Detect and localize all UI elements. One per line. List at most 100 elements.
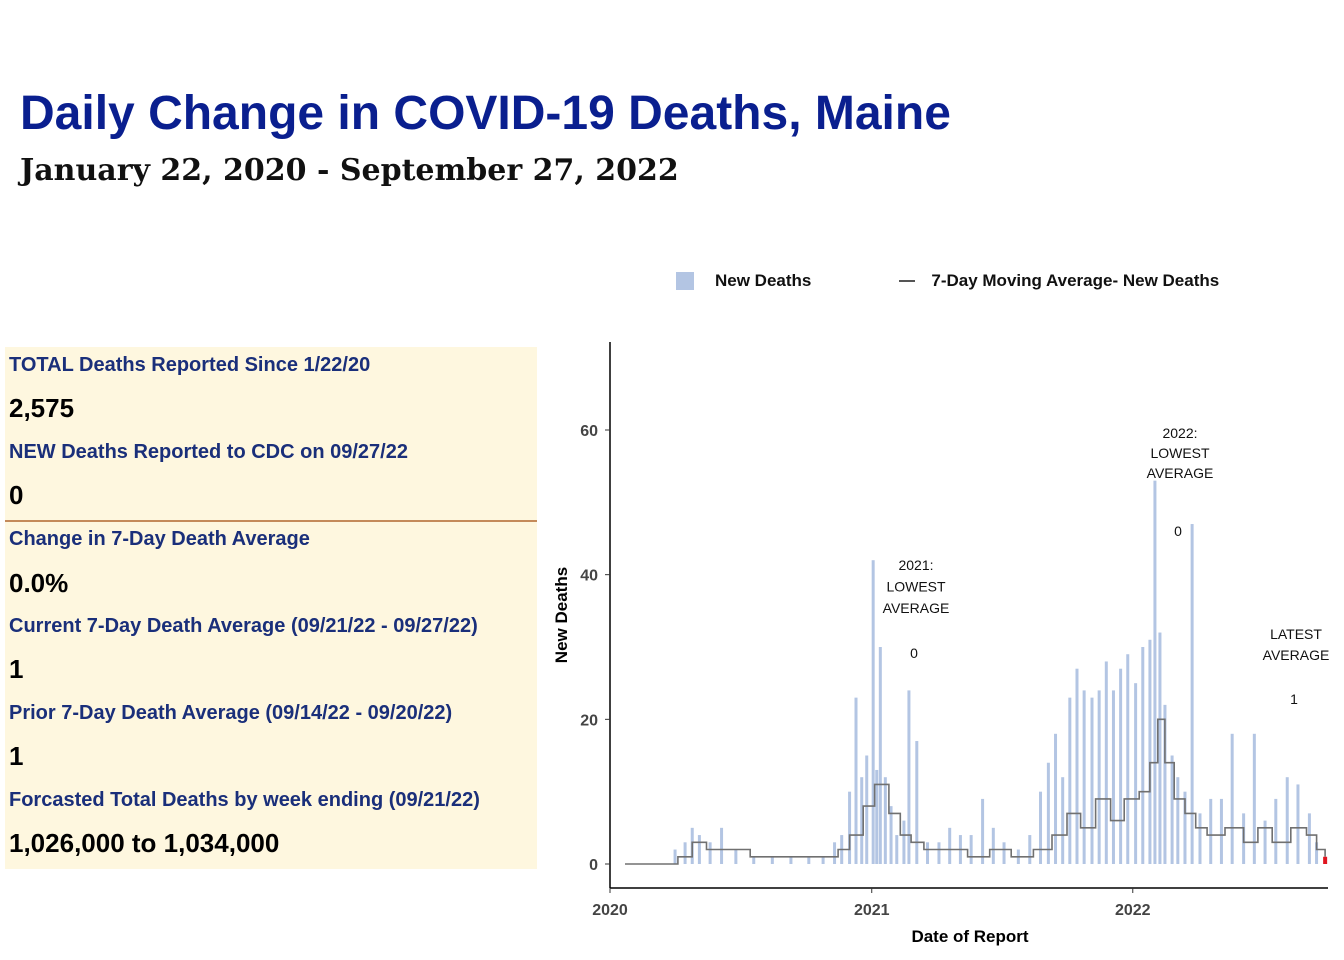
bar-new-deaths bbox=[1148, 639, 1152, 864]
bar-new-deaths bbox=[673, 849, 677, 864]
annotation-text: LATEST bbox=[1270, 626, 1322, 642]
legend-label-new-deaths: New Deaths bbox=[715, 271, 812, 290]
x-tick-label: 2022 bbox=[1115, 902, 1151, 919]
line-moving-average bbox=[625, 718, 1326, 865]
bar-new-deaths bbox=[697, 835, 701, 864]
bar-new-deaths bbox=[902, 820, 906, 864]
bar-new-deaths bbox=[1209, 798, 1213, 864]
page-title: Daily Change in COVID-19 Deaths, Maine bbox=[20, 87, 951, 140]
bar-new-deaths bbox=[1252, 733, 1256, 864]
bar-new-deaths bbox=[1090, 697, 1094, 864]
prior-avg-label: Prior 7-Day Death Average (09/14/22 - 09… bbox=[9, 702, 453, 724]
annotation-text: LOWEST bbox=[1150, 445, 1210, 461]
bar-new-deaths bbox=[1104, 661, 1108, 864]
bar-new-deaths bbox=[1263, 820, 1267, 864]
new-deaths-value: 0 bbox=[9, 480, 24, 510]
bar-new-deaths bbox=[1002, 842, 1006, 864]
summary-panel: TOTAL Deaths Reported Since 1/22/20 2,57… bbox=[5, 347, 537, 869]
bar-new-deaths bbox=[883, 777, 887, 864]
bar-new-deaths bbox=[860, 777, 864, 864]
bar-new-deaths bbox=[1219, 798, 1223, 864]
bar-new-deaths bbox=[907, 690, 911, 864]
forecast-value: 1,026,000 to 1,034,000 bbox=[9, 828, 280, 858]
bar-new-deaths bbox=[991, 827, 995, 864]
bar-new-deaths bbox=[1176, 777, 1180, 864]
y-axis-label: New Deaths bbox=[552, 567, 571, 663]
bar-new-deaths bbox=[1039, 791, 1043, 864]
bar-new-deaths bbox=[1158, 632, 1162, 864]
y-tick-label: 20 bbox=[580, 712, 598, 729]
bar-new-deaths bbox=[865, 755, 869, 864]
x-tick-label: 2020 bbox=[592, 902, 628, 919]
chart-legend: New Deaths 7-Day Moving Average- New Dea… bbox=[676, 266, 1219, 296]
y-tick-label: 0 bbox=[589, 857, 598, 874]
annotation-value: 1 bbox=[1290, 691, 1298, 707]
bar-new-deaths bbox=[1075, 668, 1079, 864]
y-tick-label: 60 bbox=[580, 423, 598, 440]
prior-avg-value: 1 bbox=[9, 741, 24, 771]
bar-new-deaths bbox=[969, 835, 973, 864]
annotation-text: 2022: bbox=[1162, 425, 1197, 441]
bar-new-deaths bbox=[875, 769, 879, 864]
bar-new-deaths bbox=[895, 835, 899, 864]
legend-swatch-new-deaths bbox=[676, 272, 694, 290]
bar-new-deaths bbox=[1296, 784, 1300, 864]
bar-new-deaths bbox=[734, 849, 738, 864]
bar-new-deaths bbox=[1068, 697, 1072, 864]
bar-new-deaths bbox=[1315, 842, 1319, 864]
bar-new-deaths bbox=[1307, 813, 1311, 864]
bar-new-deaths bbox=[1190, 524, 1194, 864]
panel-divider bbox=[5, 520, 537, 522]
total-deaths-label: TOTAL Deaths Reported Since 1/22/20 bbox=[9, 354, 371, 376]
bar-new-deaths bbox=[1170, 755, 1174, 864]
bar-new-deaths bbox=[878, 647, 882, 864]
bar-new-deaths bbox=[848, 791, 852, 864]
bar-new-deaths bbox=[1183, 791, 1187, 864]
legend-label-moving-average: 7-Day Moving Average- New Deaths bbox=[931, 271, 1220, 290]
bar-new-deaths bbox=[821, 856, 825, 864]
bar-new-deaths bbox=[889, 806, 893, 864]
bar-new-deaths bbox=[720, 827, 724, 864]
annotation-value: 0 bbox=[1174, 523, 1182, 539]
bar-new-deaths bbox=[854, 697, 858, 864]
bar-new-deaths bbox=[1198, 813, 1202, 864]
bar-new-deaths bbox=[937, 842, 941, 864]
bar-new-deaths bbox=[1274, 798, 1278, 864]
x-axis-label: Date of Report bbox=[911, 927, 1028, 946]
bar-new-deaths bbox=[1046, 762, 1050, 864]
bar-new-deaths bbox=[708, 842, 712, 864]
annotation-text: AVERAGE bbox=[883, 600, 950, 616]
bar-new-deaths bbox=[915, 741, 919, 864]
bar-new-deaths bbox=[1230, 733, 1234, 864]
legend-swatch-moving-average bbox=[899, 280, 916, 282]
forecast-label: Forcasted Total Deaths by week ending (0… bbox=[9, 789, 480, 811]
page-subtitle: January 22, 2020 - September 27, 2022 bbox=[20, 153, 679, 188]
bar-new-deaths bbox=[789, 856, 793, 864]
x-tick-label: 2021 bbox=[854, 902, 890, 919]
bar-new-deaths bbox=[807, 856, 811, 864]
bar-new-deaths bbox=[1163, 704, 1167, 864]
bar-new-deaths bbox=[1126, 654, 1130, 864]
bar-new-deaths bbox=[981, 798, 985, 864]
annotation-value: 0 bbox=[910, 645, 918, 661]
annotation-text: LOWEST bbox=[886, 579, 946, 595]
bar-new-deaths bbox=[1153, 480, 1157, 864]
bar-new-deaths bbox=[1141, 647, 1145, 864]
bar-new-deaths bbox=[926, 842, 930, 864]
annotation-text: AVERAGE bbox=[1147, 465, 1214, 481]
bar-new-deaths bbox=[948, 827, 952, 864]
bar-new-deaths bbox=[1285, 777, 1289, 864]
new-deaths-label: NEW Deaths Reported to CDC on 09/27/22 bbox=[9, 441, 408, 463]
bar-new-deaths bbox=[1061, 777, 1065, 864]
current-avg-value: 1 bbox=[9, 654, 24, 684]
bar-new-deaths bbox=[1134, 683, 1138, 864]
total-deaths-value: 2,575 bbox=[9, 393, 75, 423]
latest-average-marker bbox=[1323, 856, 1328, 864]
bar-new-deaths bbox=[752, 856, 756, 864]
bar-new-deaths bbox=[833, 842, 837, 864]
deaths-chart: 0 20 40 60 2020 2021 2022 Date of Report New Dea… bbox=[552, 342, 1329, 946]
y-tick-label: 40 bbox=[580, 568, 598, 585]
bar-new-deaths bbox=[683, 842, 687, 864]
bar-new-deaths bbox=[770, 856, 774, 864]
avg-change-label: Change in 7-Day Death Average bbox=[9, 528, 310, 550]
